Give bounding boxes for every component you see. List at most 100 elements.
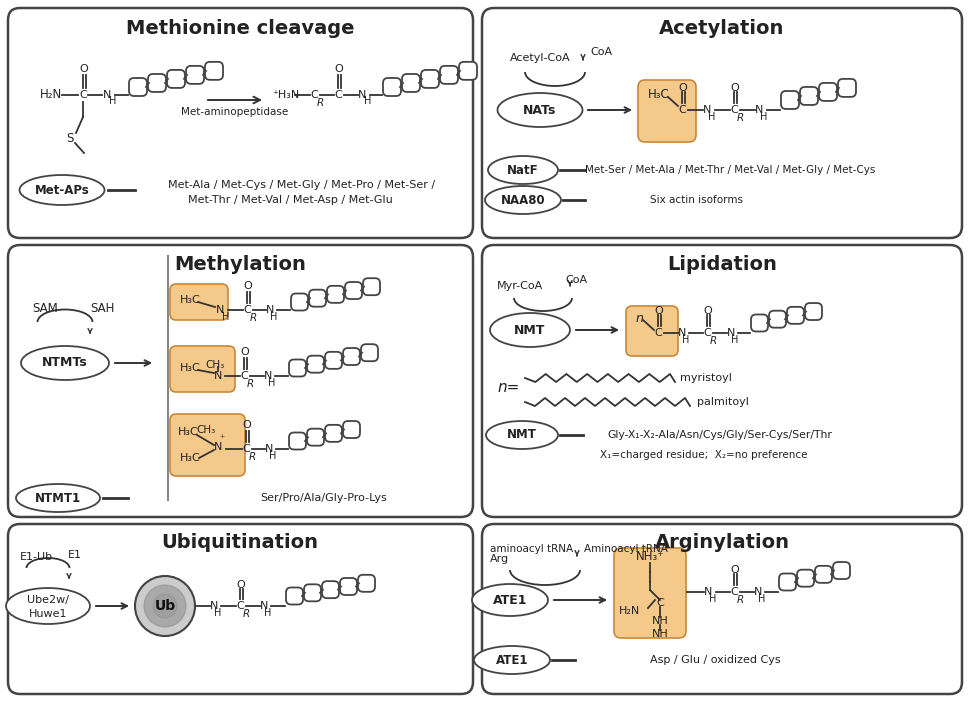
Ellipse shape <box>497 93 582 127</box>
FancyBboxPatch shape <box>482 8 961 238</box>
Text: CH₃: CH₃ <box>196 425 215 435</box>
Text: C: C <box>242 444 250 454</box>
Text: X₁=charged residue;  X₂=no preference: X₁=charged residue; X₂=no preference <box>600 450 806 460</box>
Text: H: H <box>758 594 765 604</box>
Text: Met-Ser / Met-Ala / Met-Thr / Met-Val / Met-Gly / Met-Cys: Met-Ser / Met-Ala / Met-Thr / Met-Val / … <box>584 165 874 175</box>
FancyBboxPatch shape <box>440 66 457 84</box>
Text: H₃C: H₃C <box>178 427 199 437</box>
Text: R: R <box>316 98 324 108</box>
Text: H₃C: H₃C <box>180 363 201 373</box>
Text: Met-Thr / Met-Val / Met-Asp / Met-Glu: Met-Thr / Met-Val / Met-Asp / Met-Glu <box>187 195 392 205</box>
Ellipse shape <box>19 175 105 205</box>
FancyBboxPatch shape <box>289 432 305 449</box>
FancyBboxPatch shape <box>797 570 813 587</box>
Text: N: N <box>265 444 273 454</box>
FancyBboxPatch shape <box>804 303 821 320</box>
FancyBboxPatch shape <box>360 344 378 362</box>
Text: NH: NH <box>651 629 668 639</box>
Text: H₂N: H₂N <box>618 606 640 616</box>
Text: Met-Ala / Met-Cys / Met-Gly / Met-Pro / Met-Ser /: Met-Ala / Met-Cys / Met-Gly / Met-Pro / … <box>169 180 435 190</box>
FancyBboxPatch shape <box>8 245 473 517</box>
Text: O: O <box>678 83 687 93</box>
Text: N: N <box>753 587 762 597</box>
Text: C: C <box>235 601 243 611</box>
FancyBboxPatch shape <box>286 588 302 604</box>
Text: C: C <box>310 90 318 100</box>
Text: N: N <box>677 328 685 338</box>
Ellipse shape <box>6 588 90 624</box>
FancyBboxPatch shape <box>8 8 473 238</box>
Text: N: N <box>703 105 710 115</box>
Text: H: H <box>708 594 716 604</box>
FancyBboxPatch shape <box>129 78 147 96</box>
Text: R: R <box>735 595 743 605</box>
Text: myristoyl: myristoyl <box>679 373 732 383</box>
FancyBboxPatch shape <box>148 74 166 92</box>
FancyBboxPatch shape <box>186 66 203 84</box>
Text: N: N <box>358 90 366 100</box>
Text: H: H <box>214 608 222 618</box>
Text: C: C <box>655 598 663 608</box>
Text: Met-aminopeptidase: Met-aminopeptidase <box>181 107 289 117</box>
FancyBboxPatch shape <box>780 91 798 109</box>
FancyBboxPatch shape <box>303 584 321 602</box>
Text: Met-APs: Met-APs <box>35 183 89 197</box>
Text: R: R <box>708 336 716 346</box>
Text: R: R <box>246 379 253 389</box>
Text: C: C <box>653 328 661 338</box>
FancyBboxPatch shape <box>383 78 400 96</box>
FancyBboxPatch shape <box>482 524 961 694</box>
FancyBboxPatch shape <box>291 293 308 310</box>
Text: H: H <box>268 378 275 388</box>
Text: Ube2w/: Ube2w/ <box>27 595 69 605</box>
FancyBboxPatch shape <box>306 356 324 373</box>
Text: Ub: Ub <box>154 599 175 613</box>
Text: N: N <box>264 371 272 381</box>
Text: Ubiquitination: Ubiquitination <box>161 534 318 552</box>
Text: H: H <box>109 96 116 106</box>
Text: N: N <box>215 305 224 315</box>
Text: aminoacyl tRNA: aminoacyl tRNA <box>489 544 573 554</box>
Text: H: H <box>269 451 276 461</box>
Text: R: R <box>249 313 257 323</box>
Text: H: H <box>760 112 766 122</box>
Text: N: N <box>213 442 222 452</box>
Text: N: N <box>209 601 218 611</box>
Text: N: N <box>703 587 711 597</box>
Text: NMT: NMT <box>514 324 546 336</box>
Text: SAM: SAM <box>32 301 58 314</box>
Text: CoA: CoA <box>564 275 586 285</box>
Text: H: H <box>681 335 689 345</box>
FancyBboxPatch shape <box>362 278 380 296</box>
Text: NTMT1: NTMT1 <box>35 491 81 505</box>
Text: NTMTs: NTMTs <box>42 357 88 369</box>
Text: NAA80: NAA80 <box>500 194 545 206</box>
Text: H: H <box>364 96 371 106</box>
Text: Methionine cleavage: Methionine cleavage <box>126 18 354 37</box>
Text: C: C <box>243 305 251 315</box>
Text: N: N <box>266 305 274 315</box>
Text: O: O <box>703 306 711 316</box>
FancyBboxPatch shape <box>325 425 342 442</box>
Text: O: O <box>242 420 251 430</box>
Text: R: R <box>248 452 256 462</box>
Text: NH₃⁺: NH₃⁺ <box>635 550 664 564</box>
FancyBboxPatch shape <box>837 79 855 97</box>
Text: CH₃: CH₃ <box>205 360 225 370</box>
Text: SAH: SAH <box>90 301 114 314</box>
FancyBboxPatch shape <box>343 421 359 438</box>
FancyBboxPatch shape <box>613 548 685 638</box>
Text: NATs: NATs <box>522 103 556 117</box>
FancyBboxPatch shape <box>306 429 324 446</box>
Text: C: C <box>333 90 341 100</box>
Text: N: N <box>103 90 111 100</box>
FancyBboxPatch shape <box>204 62 223 80</box>
Text: NMT: NMT <box>507 428 537 442</box>
Text: N: N <box>754 105 763 115</box>
FancyBboxPatch shape <box>482 245 961 517</box>
Text: H: H <box>264 608 271 618</box>
Text: ⁺: ⁺ <box>219 434 225 444</box>
Text: O: O <box>654 306 663 316</box>
Text: palmitoyl: palmitoyl <box>697 397 748 407</box>
Text: R: R <box>242 609 249 619</box>
